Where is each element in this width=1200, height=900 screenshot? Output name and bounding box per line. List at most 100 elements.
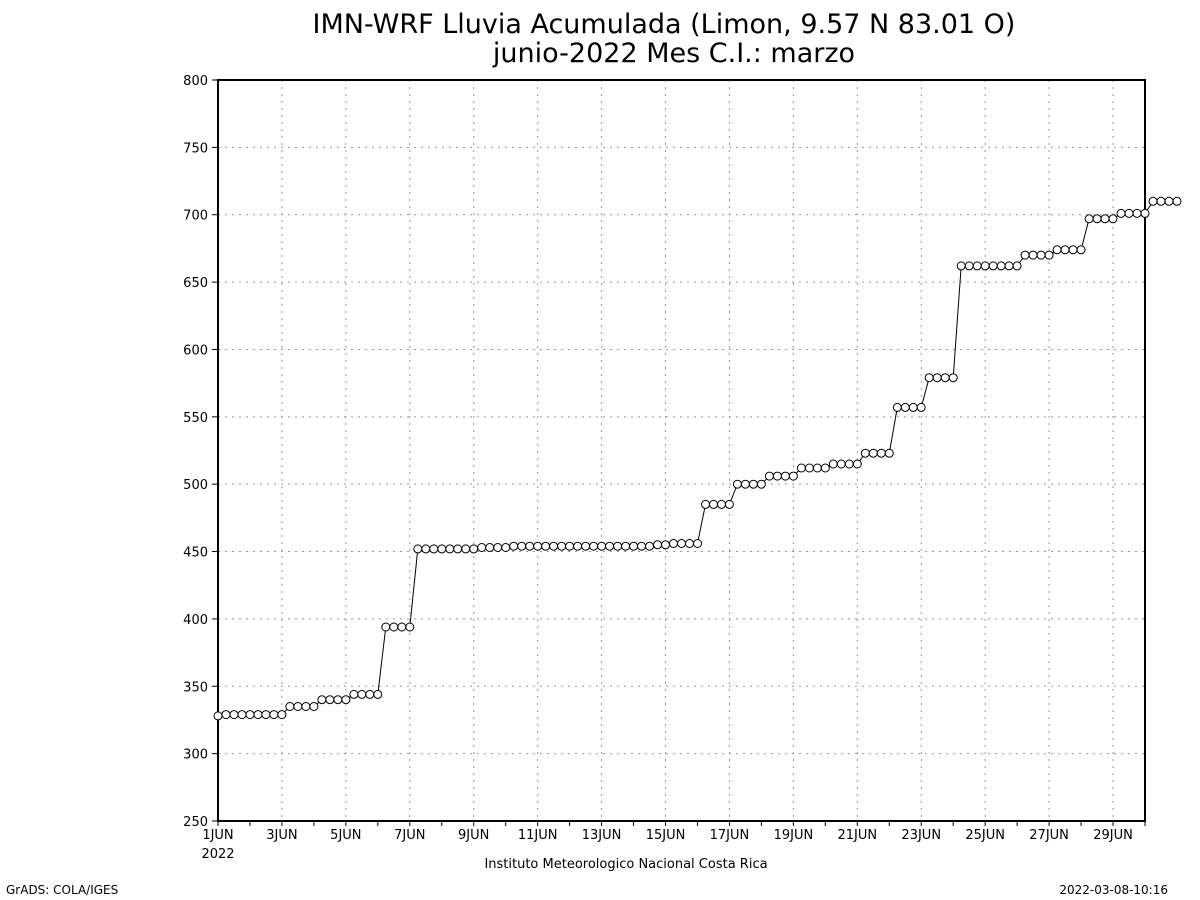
- data-point: [589, 541, 599, 551]
- data-point: [1020, 250, 1030, 260]
- y-tick-label: 550: [183, 411, 208, 426]
- data-point: [309, 702, 319, 711]
- credit-label: GrADS: COLA/IGES: [6, 883, 118, 897]
- data-point: [261, 710, 271, 720]
- data-point: [756, 479, 766, 489]
- x-tick-label: 7JUN: [394, 828, 425, 843]
- data-point: [772, 471, 782, 481]
- y-tick-label: 700: [183, 209, 208, 224]
- data-point: [868, 448, 878, 458]
- x-tick-label: 23JUN: [901, 828, 941, 843]
- chart-title: IMN-WRF Lluvia Acumulada (Limon, 9.57 N …: [313, 9, 1016, 40]
- data-point: [732, 479, 742, 489]
- series-line: [217, 200, 1177, 717]
- data-point: [820, 463, 830, 473]
- data-point: [565, 541, 575, 551]
- data-point: [485, 543, 495, 552]
- data-point: [1116, 208, 1126, 218]
- data-point: [1060, 245, 1070, 255]
- data-point: [764, 471, 774, 481]
- x-tick-label: 11JUN: [518, 828, 558, 843]
- y-tick-label: 400: [183, 613, 208, 628]
- x-tick-label: 1JUN: [202, 828, 233, 843]
- data-point: [884, 448, 894, 458]
- data-point: [1172, 196, 1182, 206]
- x-tick-label: 15JUN: [646, 828, 686, 843]
- data-point: [237, 710, 247, 720]
- data-point: [724, 499, 734, 509]
- data-point: [693, 539, 702, 548]
- data-point: [421, 544, 431, 554]
- x-tick-label: 29JUN: [1093, 828, 1133, 843]
- data-point: [980, 261, 990, 271]
- data-point: [1068, 245, 1078, 255]
- data-point: [748, 479, 758, 489]
- data-point: [525, 541, 535, 551]
- data-point: [221, 710, 231, 720]
- y-tick-label: 600: [183, 343, 208, 358]
- axes: [212, 79, 1146, 826]
- data-point: [740, 479, 750, 489]
- y-tick-label: 350: [183, 680, 208, 695]
- data-point: [349, 689, 359, 699]
- y-tick-labels: 250 300 350 400 450 500 550 600 650 700 750 800: [183, 74, 208, 830]
- data-point: [1076, 245, 1086, 255]
- timestamp-label: 2022-03-08-10:16: [1059, 883, 1168, 897]
- data-point: [533, 541, 543, 551]
- data-point: [900, 402, 910, 412]
- data-point: [1140, 208, 1150, 218]
- data-point: [788, 471, 798, 481]
- data-point: [1156, 196, 1166, 206]
- data-point: [964, 261, 974, 271]
- y-tick-label: 750: [183, 141, 208, 156]
- data-point: [301, 702, 311, 711]
- data-point: [373, 689, 383, 699]
- data-point: [701, 499, 710, 509]
- data-point: [469, 544, 479, 554]
- x-tick-label: 9JUN: [458, 828, 489, 843]
- data-point: [1148, 196, 1158, 206]
- data-point: [621, 541, 631, 551]
- data-point: [637, 541, 646, 551]
- x-tick-label: 21JUN: [837, 828, 877, 843]
- data-point: [908, 402, 918, 412]
- data-point: [285, 702, 295, 711]
- data-point: [365, 689, 375, 699]
- data-point: [549, 541, 559, 551]
- data-point: [916, 402, 926, 412]
- data-point: [852, 459, 862, 469]
- data-point: [357, 689, 367, 699]
- x-tick-label: 5JUN: [330, 828, 361, 843]
- x-tick-label: 27JUN: [1029, 828, 1069, 843]
- data-point: [996, 261, 1006, 271]
- chart-subtitle: junio-2022 Mes C.I.: marzo: [492, 38, 855, 69]
- data-point: [333, 695, 343, 705]
- data-point: [860, 448, 870, 458]
- data-point: [317, 695, 327, 705]
- data-point: [892, 402, 902, 412]
- data-point: [405, 622, 415, 632]
- data-point: [397, 622, 407, 632]
- data-point: [972, 261, 982, 271]
- x-tick-label: 3JUN: [266, 828, 297, 843]
- data-point: [501, 543, 511, 552]
- data-point: [413, 544, 423, 554]
- data-point: [1100, 214, 1110, 224]
- data-point: [804, 463, 814, 473]
- x-tick-label: 17JUN: [710, 828, 750, 843]
- data-point: [541, 541, 551, 551]
- plot-frame: [217, 79, 1146, 822]
- data-point: [948, 373, 958, 383]
- data-point: [932, 373, 942, 383]
- data-point: [844, 459, 854, 469]
- data-point: [669, 539, 678, 548]
- data-point: [437, 544, 447, 554]
- data-point: [1092, 214, 1102, 224]
- y-tick-label: 450: [183, 546, 208, 561]
- data-point: [389, 622, 399, 632]
- data-point: [277, 710, 287, 720]
- data-point: [828, 459, 838, 469]
- x-tick-labels: 1JUN 3JUN 5JUN 7JUN 9JUN 11JUN 13JUN 15JUN 17JUN…: [202, 828, 1133, 843]
- data-point: [780, 471, 790, 481]
